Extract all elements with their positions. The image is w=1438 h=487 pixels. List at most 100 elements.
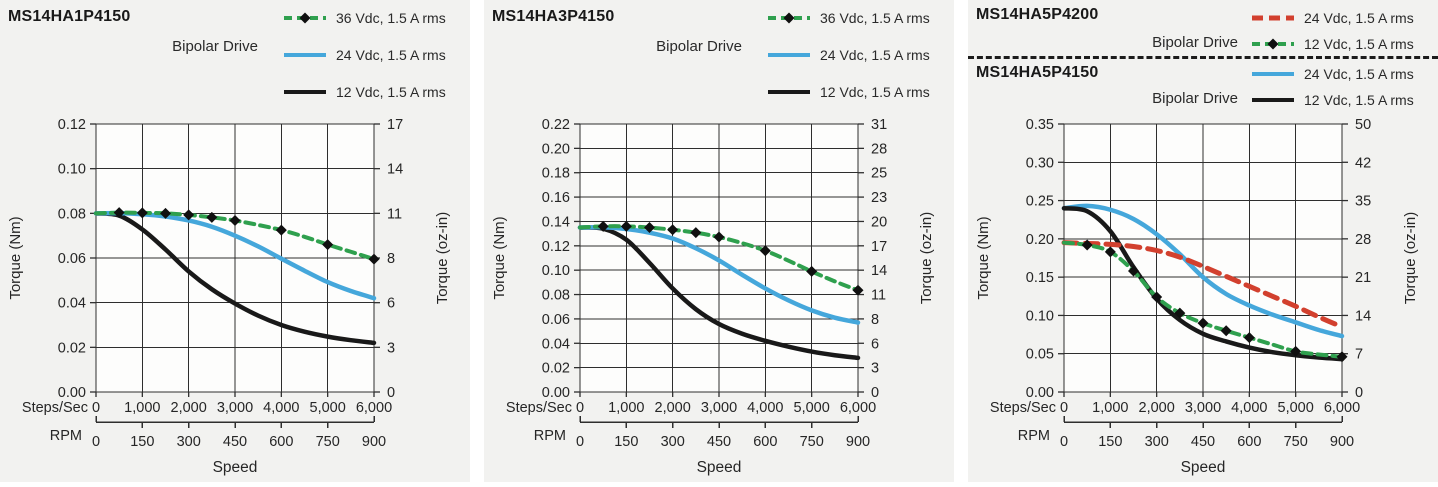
legend-item: 24 Vdc, 1.5 A rms (1250, 8, 1432, 28)
steps-tick-label: 0 (92, 400, 100, 416)
motor-model-title: MS14HA5P4150 (976, 64, 1099, 81)
rpm-tick-label: 600 (269, 434, 293, 450)
steps-tick-label: 5,000 (794, 400, 830, 416)
legend-item: 24 Vdc, 1.5 A rms (766, 45, 948, 65)
legend: 24 Vdc, 1.5 A rms (1250, 8, 1432, 28)
left-axis-tick-label: 0.18 (542, 166, 570, 182)
legend-item: 24 Vdc, 1.5 A rms (1250, 64, 1432, 84)
legend-item: 36 Vdc, 1.5 A rms (766, 8, 948, 28)
solid-line-icon (284, 53, 326, 57)
legend-item: 12 Vdc, 1.5 A rms (282, 82, 464, 102)
x-axis-title: Speed (697, 459, 742, 476)
dashed-line-icon (1252, 15, 1294, 21)
right-axis-tick-label: 8 (387, 251, 395, 267)
right-axis-tick-label: 35 (1355, 194, 1371, 210)
drive-mode-label: Bipolar Drive (656, 38, 742, 55)
rpm-tick-label: 0 (576, 434, 584, 450)
legend-label: 24 Vdc, 1.5 A rms (336, 47, 446, 63)
right-axis-tick-label: 28 (1355, 232, 1371, 248)
torque-speed-chart: 0.00 0.05 0.10 0.15 0.20 0.25 0.30 0.35 0 7 14 21 28… (968, 112, 1438, 482)
rpm-tick-label: 600 (1237, 434, 1261, 450)
rpm-tick-label: 300 (661, 434, 685, 450)
left-axis-tick-label: 0.00 (542, 385, 570, 401)
series-line-0 (1061, 240, 1345, 330)
chart-panel-ms14ha3p4150: MS14HA3P4150 Bipolar Drive 36 Vdc, 1.5 A… (484, 0, 954, 482)
steps-tick-label: 2,000 (171, 400, 207, 416)
rpm-axis-name: RPM (50, 428, 82, 444)
legend-label: 12 Vdc, 1.5 A rms (336, 84, 446, 100)
left-axis-tick-label: 0.12 (58, 117, 86, 133)
right-axis-tick-label: 28 (871, 141, 887, 157)
rpm-tick-label: 900 (1330, 434, 1354, 450)
steps-tick-label: 1,000 (608, 400, 644, 416)
rpm-tick-label: 900 (846, 434, 870, 450)
x-axis-title: Speed (1181, 459, 1226, 476)
legend-label: 24 Vdc, 1.5 A rms (820, 47, 930, 63)
chart-header: MS14HA5P4200 24 Vdc, 1.5 A rms Bipolar D… (968, 0, 1438, 112)
steps-tick-label: 5,000 (310, 400, 346, 416)
rpm-axis-name: RPM (534, 428, 566, 444)
left-axis-tick-label: 0.10 (542, 263, 570, 279)
legend-label: 12 Vdc, 1.5 A rms (1304, 36, 1414, 52)
series-line-2 (93, 211, 377, 346)
steps-tick-label: 2,000 (655, 400, 691, 416)
solid-line-icon (284, 90, 326, 94)
legend-label: 24 Vdc, 1.5 A rms (1304, 66, 1414, 82)
left-axis-tick-label: 0.30 (1026, 155, 1054, 171)
legend-label: 12 Vdc, 1.5 A rms (820, 84, 930, 100)
right-axis-tick-label: 11 (871, 288, 886, 304)
solid-line-icon (1252, 72, 1294, 76)
dashed-diamond-line-icon (284, 12, 326, 24)
right-axis-tick-label: 0 (1355, 385, 1363, 401)
right-axis-tick-label: 14 (387, 162, 403, 178)
right-axis-tick-label: 0 (871, 385, 879, 401)
left-axis-tick-label: 0.25 (1026, 194, 1054, 210)
right-axis-tick-label: 14 (871, 263, 887, 279)
motor-model-title: MS14HA5P4200 (976, 6, 1099, 23)
left-axis-tick-label: 0.14 (542, 214, 570, 230)
left-axis-tick-label: 0.06 (58, 251, 86, 267)
left-axis-tick-label: 0.06 (542, 312, 570, 328)
rpm-scale-bracket (579, 416, 859, 428)
series-markers-1 (1081, 239, 1348, 363)
right-axis-tick-label: 31 (871, 117, 887, 133)
legend-label: 24 Vdc, 1.5 A rms (1304, 10, 1414, 26)
rpm-tick-label: 150 (614, 434, 638, 450)
x-axis-title: Speed (213, 459, 258, 476)
right-axis-tick-label: 23 (871, 190, 887, 206)
right-axis-title: Torque (oz-in) (434, 212, 451, 305)
rpm-tick-label: 900 (362, 434, 386, 450)
legend: 36 Vdc, 1.5 A rms 24 Vdc, 1.5 A rms 12 V… (766, 8, 948, 119)
steps-tick-label: 3,000 (217, 400, 253, 416)
series-markers-0 (113, 207, 380, 265)
left-axis-title: Torque (Nm) (975, 216, 992, 299)
steps-tick-label: 4,000 (747, 400, 783, 416)
chart-panel-ms14ha1p4150: MS14HA1P4150 Bipolar Drive 36 Vdc, 1.5 A… (0, 0, 470, 482)
steps-tick-label: 1,000 (1092, 400, 1128, 416)
left-axis-tick-label: 0.05 (1026, 347, 1054, 363)
legend-item: 12 Vdc, 1.5 A rms (766, 82, 948, 102)
legend: 12 Vdc, 1.5 A rms (1250, 34, 1432, 54)
left-axis-tick-label: 0.02 (58, 340, 86, 356)
torque-speed-plot: 0.00 0.05 0.10 0.15 0.20 0.25 0.30 0.35 0 7 14 21 28… (975, 117, 1419, 476)
steps-tick-label: 4,000 (263, 400, 299, 416)
left-axis-tick-label: 0.08 (58, 206, 86, 222)
steps-tick-label: 6,000 (356, 400, 392, 416)
legend-item: 24 Vdc, 1.5 A rms (282, 45, 464, 65)
chart-header: MS14HA1P4150 Bipolar Drive 36 Vdc, 1.5 A… (0, 0, 470, 112)
rpm-tick-label: 450 (707, 434, 731, 450)
rpm-tick-label: 150 (1098, 434, 1122, 450)
motor-model-title: MS14HA3P4150 (492, 8, 615, 25)
left-axis-tick-label: 0.00 (1026, 385, 1054, 401)
right-axis-tick-label: 11 (387, 206, 402, 222)
left-axis-tick-label: 0.35 (1026, 117, 1054, 133)
rpm-tick-label: 0 (1060, 434, 1068, 450)
legend-item: 12 Vdc, 1.5 A rms (1250, 90, 1432, 110)
rpm-tick-label: 600 (753, 434, 777, 450)
right-axis-tick-label: 3 (871, 361, 879, 377)
right-axis-tick-label: 50 (1355, 117, 1371, 133)
torque-speed-plot: 0.00 0.02 0.04 0.06 0.08 0.10 0.12 0.14 0.16 0.18… (491, 117, 935, 476)
left-axis-tick-label: 0.08 (542, 288, 570, 304)
left-axis-tick-label: 0.20 (1026, 232, 1054, 248)
left-axis-tick-label: 0.04 (542, 336, 570, 352)
